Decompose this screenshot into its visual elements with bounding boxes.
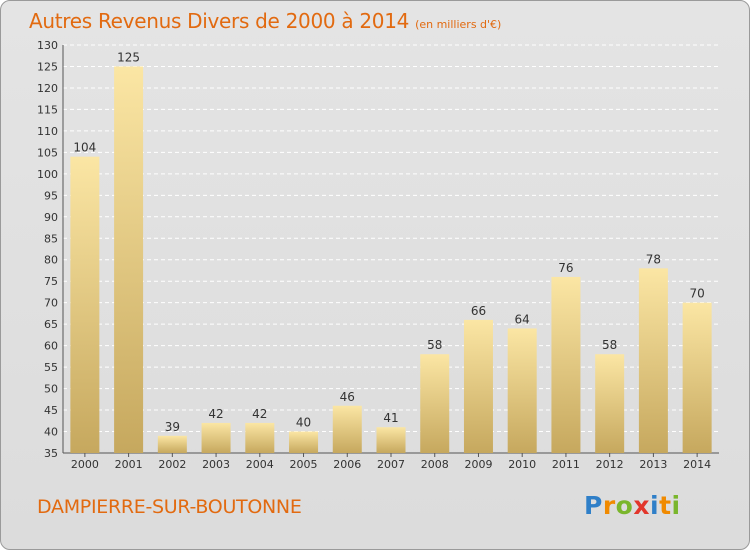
y-tick-label: 110 [37, 125, 58, 138]
data-label: 46 [340, 390, 355, 404]
data-label: 42 [252, 407, 267, 421]
data-label: 66 [471, 304, 486, 318]
data-label: 78 [646, 252, 661, 266]
x-tick-label: 2011 [552, 458, 580, 471]
x-tick-label: 2007 [377, 458, 405, 471]
x-tick-label: 2002 [158, 458, 186, 471]
data-label: 41 [383, 411, 398, 425]
bar [157, 435, 187, 453]
y-tick-label: 130 [37, 39, 58, 52]
y-tick-label: 70 [44, 297, 58, 310]
bar [682, 302, 712, 453]
bar [289, 431, 319, 453]
data-label: 104 [73, 141, 96, 155]
y-tick-label: 105 [37, 146, 58, 159]
data-label: 39 [165, 420, 180, 434]
y-tick-label: 35 [44, 447, 58, 460]
x-tick-label: 2000 [71, 458, 99, 471]
x-tick-label: 2004 [246, 458, 274, 471]
bar [114, 66, 144, 453]
data-label: 64 [515, 312, 530, 326]
data-labels: 104 125 39 42 42 40 46 41 58 66 64 76 58 78 70 [73, 50, 704, 433]
x-tick-label: 2009 [464, 458, 492, 471]
data-label: 76 [558, 261, 573, 275]
commune-name: DAMPIERRE-SUR-BOUTONNE [37, 496, 302, 518]
y-tick-label: 45 [44, 404, 58, 417]
bar [332, 405, 362, 453]
bar [420, 354, 450, 453]
bar [376, 427, 406, 453]
data-label: 70 [689, 287, 704, 301]
logo-letter: P [584, 491, 603, 520]
y-tick-label: 75 [44, 275, 58, 288]
y-tick-label: 95 [44, 189, 58, 202]
x-tick-label: 2003 [202, 458, 230, 471]
y-tick-label: 100 [37, 168, 58, 181]
bar [70, 156, 100, 454]
y-tick-label: 55 [44, 361, 58, 374]
x-tick-label: 2012 [596, 458, 624, 471]
y-tick-label: 125 [37, 60, 58, 73]
y-tick-label: 115 [37, 103, 58, 116]
bar [507, 328, 537, 453]
y-tick-label: 90 [44, 211, 58, 224]
x-tick-label: 2005 [290, 458, 318, 471]
bar [638, 268, 668, 453]
logo-letter: o [615, 491, 634, 520]
bar [595, 354, 625, 453]
logo-letter: r [602, 491, 616, 520]
logo-letter: i [650, 491, 660, 520]
x-tick-label: 2010 [508, 458, 536, 471]
logo-letter: t [659, 491, 672, 520]
y-tick-label: 120 [37, 82, 58, 95]
y-tick-label: 65 [44, 318, 58, 331]
bars [70, 66, 712, 454]
x-tick-label: 2006 [333, 458, 361, 471]
y-tick-label: 85 [44, 232, 58, 245]
logo-letter: i [671, 491, 681, 520]
logo-letter: x [633, 491, 650, 520]
y-tick-label: 50 [44, 383, 58, 396]
x-tick-label: 2001 [115, 458, 143, 471]
bar [551, 276, 581, 453]
y-tick-label: 40 [44, 426, 58, 439]
data-label: 40 [296, 416, 311, 430]
x-tick-labels: 2000 2001 2002 2003 2004 2005 2006 2007 2008 2009… [71, 458, 711, 471]
x-tick-label: 2013 [639, 458, 667, 471]
bar [201, 422, 231, 453]
data-label: 42 [208, 407, 223, 421]
data-label: 125 [117, 50, 140, 64]
y-tick-labels: 35 40 45 50 55 60 65 70 75 80 85 90 95 100 105 110 115 12… [37, 39, 58, 460]
chart-title: Autres Revenus Divers de 2000 à 2014 (en … [29, 9, 501, 33]
chart-subtitle: (en milliers d'€) [415, 18, 502, 31]
x-tick-label: 2014 [683, 458, 711, 471]
proxiti-logo: Proxiti [584, 491, 681, 520]
x-tick-label: 2008 [421, 458, 449, 471]
chart-title-text: Autres Revenus Divers de 2000 à 2014 [29, 9, 410, 33]
data-label: 58 [427, 338, 442, 352]
data-label: 58 [602, 338, 617, 352]
y-tick-label: 80 [44, 254, 58, 267]
bar [463, 319, 493, 453]
bar [245, 422, 275, 453]
y-tick-label: 60 [44, 340, 58, 353]
